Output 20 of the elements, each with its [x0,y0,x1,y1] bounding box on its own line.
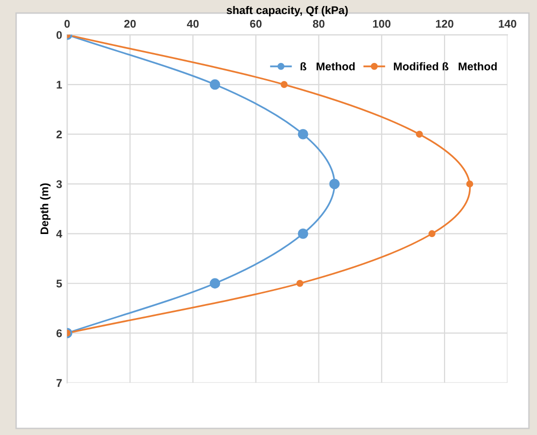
y-tick-label: 1 [56,80,62,89]
x-tick-label: 0 [64,20,70,28]
y-tick-label: 0 [56,31,62,39]
y-axis-title: Depth (m) [40,183,51,234]
y-tick-label: 7 [56,379,62,387]
x-tick-label: 20 [124,20,136,28]
y-tick-label: 2 [56,130,62,138]
x-tick-label: 140 [498,20,516,28]
y-tick-label: 3 [56,180,62,188]
legend-label: ß Method [300,62,355,70]
x-tick-label: 60 [250,20,262,28]
x-axis-title: shaft capacity, Qf (kPa) [226,6,348,16]
legend-label: Modified ß Method [394,62,497,70]
y-tick-label: 6 [56,329,62,338]
x-tick-label: 40 [186,20,199,28]
x-tick-label: 80 [312,20,324,28]
y-tick-label: 4 [56,230,62,238]
x-tick-label: 100 [373,20,390,28]
y-tick-label: 5 [56,280,62,288]
x-tick-label: 120 [436,20,454,28]
